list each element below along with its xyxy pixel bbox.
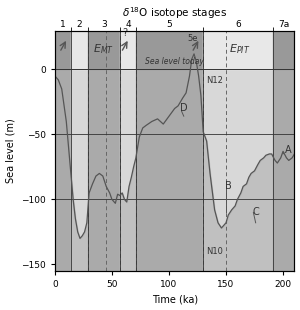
Text: N12: N12 bbox=[207, 76, 224, 85]
Text: $E_{PIT}$: $E_{PIT}$ bbox=[229, 42, 250, 55]
Text: 5e: 5e bbox=[188, 34, 198, 43]
Text: B: B bbox=[225, 181, 232, 191]
Text: ?: ? bbox=[122, 28, 127, 38]
Text: D: D bbox=[180, 104, 188, 113]
Text: $E_{MT}$: $E_{MT}$ bbox=[93, 42, 114, 55]
X-axis label: Time (ka): Time (ka) bbox=[152, 294, 198, 304]
Text: Sea level today: Sea level today bbox=[145, 57, 204, 66]
Text: N10: N10 bbox=[207, 247, 224, 256]
X-axis label: $\delta^{18}$O isotope stages: $\delta^{18}$O isotope stages bbox=[122, 6, 227, 21]
Text: C: C bbox=[252, 207, 259, 217]
Y-axis label: Sea level (m): Sea level (m) bbox=[6, 118, 16, 183]
Text: A: A bbox=[285, 145, 292, 155]
